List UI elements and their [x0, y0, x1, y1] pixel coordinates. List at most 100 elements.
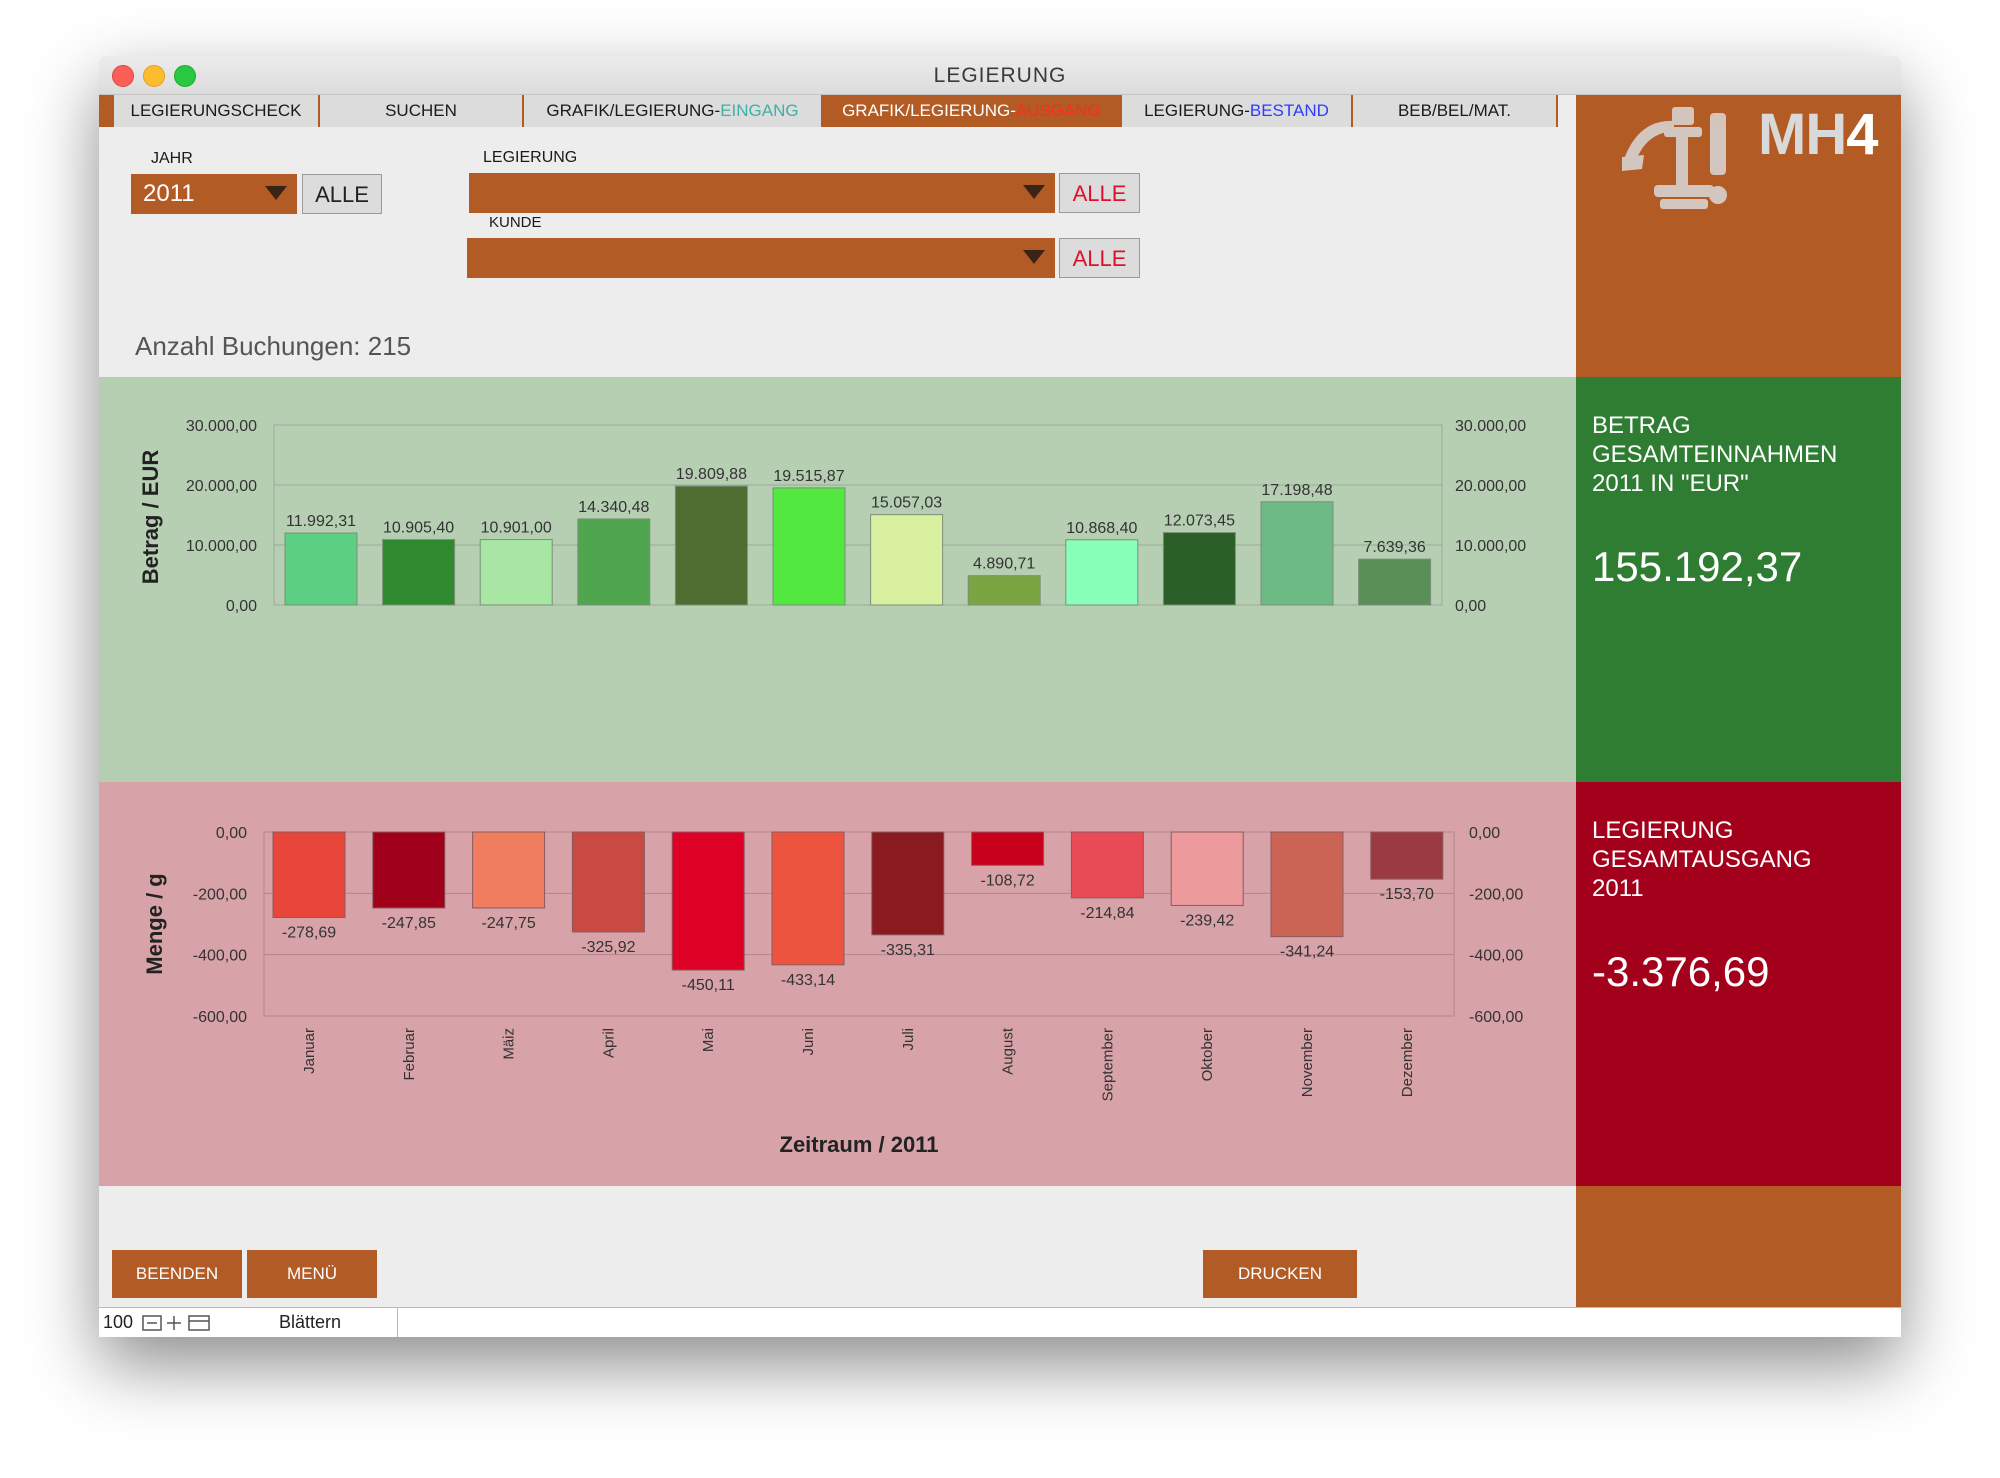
data-label: -214,84 [1080, 905, 1134, 922]
zoom-controls [142, 1315, 210, 1331]
bar [372, 831, 446, 909]
data-label: -278,69 [282, 924, 336, 941]
tab-label: SUCHEN [385, 101, 457, 120]
y-tick-label-right: 20.000,00 [1455, 478, 1526, 495]
alloy-select[interactable] [469, 173, 1055, 213]
bar [671, 831, 745, 971]
tab-accent: BESTAND [1249, 101, 1329, 120]
tab-label: LEGIERUNG- [1144, 101, 1250, 120]
chevron-down-icon [1023, 250, 1045, 264]
bar [577, 518, 651, 606]
y-axis-label: Menge / g [142, 873, 167, 974]
x-tick-label: August [1000, 1027, 1017, 1075]
outgoing-chart-area: 0,00 0,00 -200,00 -200,00 -400,00 -400,00 -600… [99, 782, 1576, 1186]
income-summary-title: BETRAG GESAMTEINNAHMEN 2011 IN "EUR" [1592, 412, 1838, 497]
tab-beb-bel-mat[interactable]: BEB/BEL/MAT. [1353, 95, 1558, 127]
bar [1162, 532, 1236, 606]
zoom-window-icon[interactable] [174, 65, 196, 87]
y-tick-label-right: -600,00 [1469, 1009, 1523, 1026]
data-label: -239,42 [1180, 912, 1234, 929]
y-tick-label-left: -200,00 [193, 886, 247, 903]
zoom-in-icon[interactable] [167, 1316, 181, 1330]
data-label: 11.992,31 [286, 513, 356, 530]
tab-label: GRAFIK/LEGIERUNG- [546, 101, 721, 120]
y-tick-label-left: 0,00 [216, 825, 247, 842]
data-label: 14.340,48 [578, 499, 649, 516]
x-tick-label: Februar [401, 1028, 418, 1081]
tab-bar: LEGIERUNGSCHECK SUCHEN GRAFIK/LEGIERUNG-… [99, 95, 1558, 127]
bar [1260, 501, 1334, 606]
bar [284, 532, 358, 606]
data-label: 10.905,40 [383, 520, 454, 537]
browse-mode[interactable]: Blättern [279, 1312, 342, 1332]
y-tick-label-left: 20.000,00 [186, 478, 257, 495]
bar [479, 539, 553, 606]
bar [472, 831, 546, 909]
zoom-level[interactable]: 100 [103, 1312, 134, 1332]
status-divider [397, 1308, 398, 1337]
y-tick-label-right: -200,00 [1469, 886, 1523, 903]
x-tick-label: Juli [900, 1028, 917, 1051]
data-label: -341,24 [1280, 944, 1334, 961]
tab-grafik-eingang[interactable]: GRAFIK/LEGIERUNG-EINGANG [524, 95, 823, 127]
x-tick-label: Oktober [1199, 1028, 1216, 1081]
data-label: 12.073,45 [1164, 513, 1235, 530]
y-tick-label-left: -400,00 [193, 948, 247, 965]
zoom-out-icon[interactable] [142, 1315, 162, 1331]
y-tick-label-right: 0,00 [1469, 825, 1500, 842]
bar [870, 514, 944, 606]
data-label: -450,11 [682, 977, 735, 994]
data-label: 10.901,00 [481, 520, 552, 537]
data-label: 15.057,03 [871, 495, 942, 512]
x-tick-label: Mai [700, 1028, 717, 1052]
footer-right-panel [1576, 1186, 1901, 1307]
y-tick-label-right: 0,00 [1455, 598, 1486, 615]
window-title: LEGIERUNG [933, 64, 1067, 87]
data-label: -433,14 [781, 972, 835, 989]
x-tick-label: Dezember [1399, 1028, 1416, 1097]
y-tick-label-left: -600,00 [193, 1009, 247, 1026]
customer-all-button[interactable]: ALLE [1059, 238, 1140, 278]
alloy-label: LEGIERUNG [483, 149, 578, 166]
y-tick-label-right: -400,00 [1469, 948, 1523, 965]
menu-button[interactable]: MENÜ [247, 1250, 377, 1298]
year-select[interactable]: 2011 [131, 174, 297, 214]
income-summary-value: 155.192,37 [1592, 543, 1803, 590]
tab-label: BEB/BEL/MAT. [1397, 101, 1512, 120]
bar [772, 487, 846, 606]
tab-label: GRAFIK/LEGIERUNG- [842, 101, 1016, 120]
tab-suchen[interactable]: SUCHEN [320, 95, 524, 127]
x-tick-label: Juni [800, 1028, 817, 1056]
layout-toggle-icon[interactable] [188, 1315, 210, 1331]
logo-text: MH4 [1758, 101, 1878, 168]
print-button[interactable]: DRUCKEN [1203, 1250, 1357, 1298]
y-tick-label-right: 30.000,00 [1455, 418, 1526, 435]
income-chart-area: 0,00 0,00 10.000,00 10.000,00 20.000,00 20.00… [99, 377, 1576, 782]
tab-bestand[interactable]: LEGIERUNG-BESTAND [1122, 95, 1353, 127]
alloy-all-button[interactable]: ALLE [1059, 173, 1140, 213]
bar [967, 575, 1041, 606]
x-tick-label: September [1099, 1028, 1116, 1101]
x-tick-label: Januar [301, 1028, 318, 1074]
bar [571, 831, 645, 933]
bar [382, 539, 456, 606]
tab-grafik-ausgang[interactable]: GRAFIK/LEGIERUNG-AUSGANG [823, 95, 1122, 127]
tab-legierungscheck[interactable]: LEGIERUNGSCHECK [114, 95, 320, 127]
tab-accent: EINGANG [720, 101, 799, 120]
y-tick-label-right: 10.000,00 [1455, 538, 1526, 555]
year-all-button[interactable]: ALLE [302, 174, 382, 214]
customer-select[interactable] [467, 238, 1055, 278]
bar [674, 485, 748, 606]
articulator-logo-icon [1622, 107, 1727, 209]
y-tick-label-left: 10.000,00 [186, 538, 257, 555]
bar [1270, 831, 1344, 938]
quit-button[interactable]: BEENDEN [112, 1250, 242, 1298]
bar [971, 831, 1045, 866]
x-axis-label: Zeitraum / 2011 [780, 1132, 939, 1157]
minimize-window-icon[interactable] [143, 65, 165, 87]
chevron-down-icon [265, 186, 287, 200]
outgoing-summary-panel: LEGIERUNG GESAMTAUSGANG 2011 -3.376,69 [1576, 782, 1901, 1186]
data-label: -108,72 [980, 872, 1034, 889]
data-label: 10.868,40 [1066, 520, 1137, 537]
close-window-icon[interactable] [112, 65, 134, 87]
